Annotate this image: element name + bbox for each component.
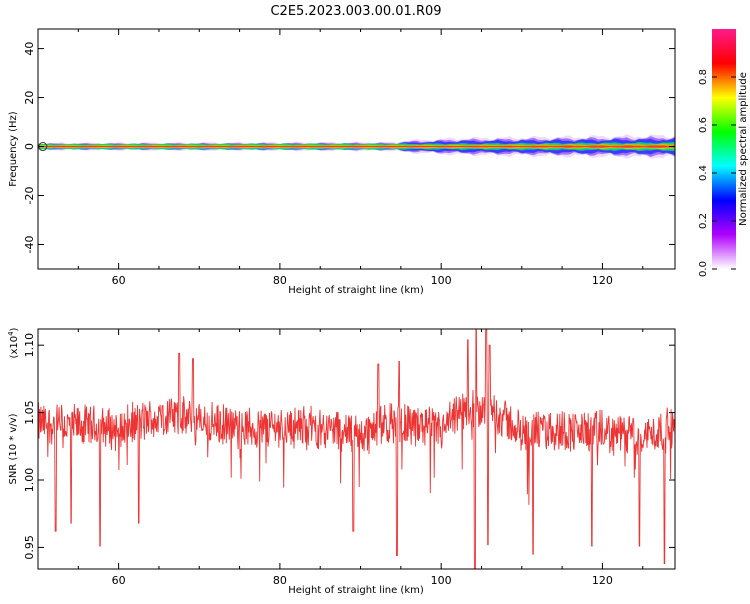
snr-x-tick-label: 100 (431, 574, 452, 587)
heatmap-y-tick-label: 20 (23, 91, 36, 105)
heatmap-frame (37, 28, 676, 270)
snr-y-tick-label: 1.05 (23, 400, 36, 425)
heatmap-x-tick-label: 60 (112, 274, 126, 287)
snr-series-line (37, 328, 676, 570)
colorbar-tick-label: 0.6 (698, 117, 709, 133)
snr-x-tick-label: 120 (592, 574, 613, 587)
colorbar-tick-label: 0.8 (698, 69, 709, 85)
snr-plot-area (38, 329, 675, 569)
colorbar-label: Normalized spectral amplitude (738, 72, 749, 226)
colorbar-tick-label: 0.4 (698, 165, 709, 181)
heatmap-y-tick-label: -40 (23, 236, 36, 254)
heatmap-y-axis-label: Frequency (Hz) (8, 111, 19, 187)
colorbar-tick-label: 0.2 (698, 213, 709, 229)
colorbar-tick-label: 0.0 (698, 261, 709, 277)
snr-y-axis-label: SNR (10 * v/v) (8, 413, 19, 484)
figure-title: C2E5.2023.003.00.01.R09 (270, 4, 441, 19)
heatmap-x-ticks: 60 80 100 120 (37, 29, 644, 287)
snr-multiplier: (x104) (7, 327, 20, 358)
colorbar-gradient (712, 29, 736, 269)
snr-panel: 60 80 100 120 1.10 1.05 1.00 0.95 Height of st… (7, 327, 676, 596)
heatmap-x-axis-label: Height of straight line (km) (288, 285, 424, 296)
ridge-band-red (38, 145, 675, 148)
snr-x-tick-label: 80 (273, 574, 287, 587)
heatmap-ridge (38, 134, 675, 159)
snr-x-tick-label: 60 (112, 574, 126, 587)
snr-frame (37, 328, 676, 570)
snr-x-ticks: 60 80 100 120 (37, 329, 644, 587)
heatmap-x-tick-label: 120 (592, 274, 613, 287)
colorbar: 0.0 0.2 0.4 0.6 0.8 Normalized spectral ampl… (698, 29, 749, 277)
colorbar-ticks: 0.0 0.2 0.4 0.6 0.8 (698, 69, 736, 277)
heatmap-y-tick-label: 0 (23, 143, 36, 150)
snr-y-tick-label: 1.10 (23, 333, 36, 358)
heatmap-panel: 60 80 100 120 40 20 0 -20 -40 Height of straigh… (8, 28, 676, 296)
heatmap-y-tick-label: 40 (23, 42, 36, 56)
snr-x-axis-label: Height of straight line (km) (288, 585, 424, 596)
heatmap-x-tick-label: 100 (431, 274, 452, 287)
snr-y-ticks: 1.10 1.05 1.00 0.95 (23, 333, 675, 560)
snr-y-tick-label: 1.00 (23, 468, 36, 493)
heatmap-x-tick-label: 80 (273, 274, 287, 287)
heatmap-y-ticks: 40 20 0 -20 -40 (23, 42, 675, 254)
snr-y-tick-label: 0.95 (23, 535, 36, 560)
heatmap-y-tick-label: -20 (23, 187, 36, 205)
